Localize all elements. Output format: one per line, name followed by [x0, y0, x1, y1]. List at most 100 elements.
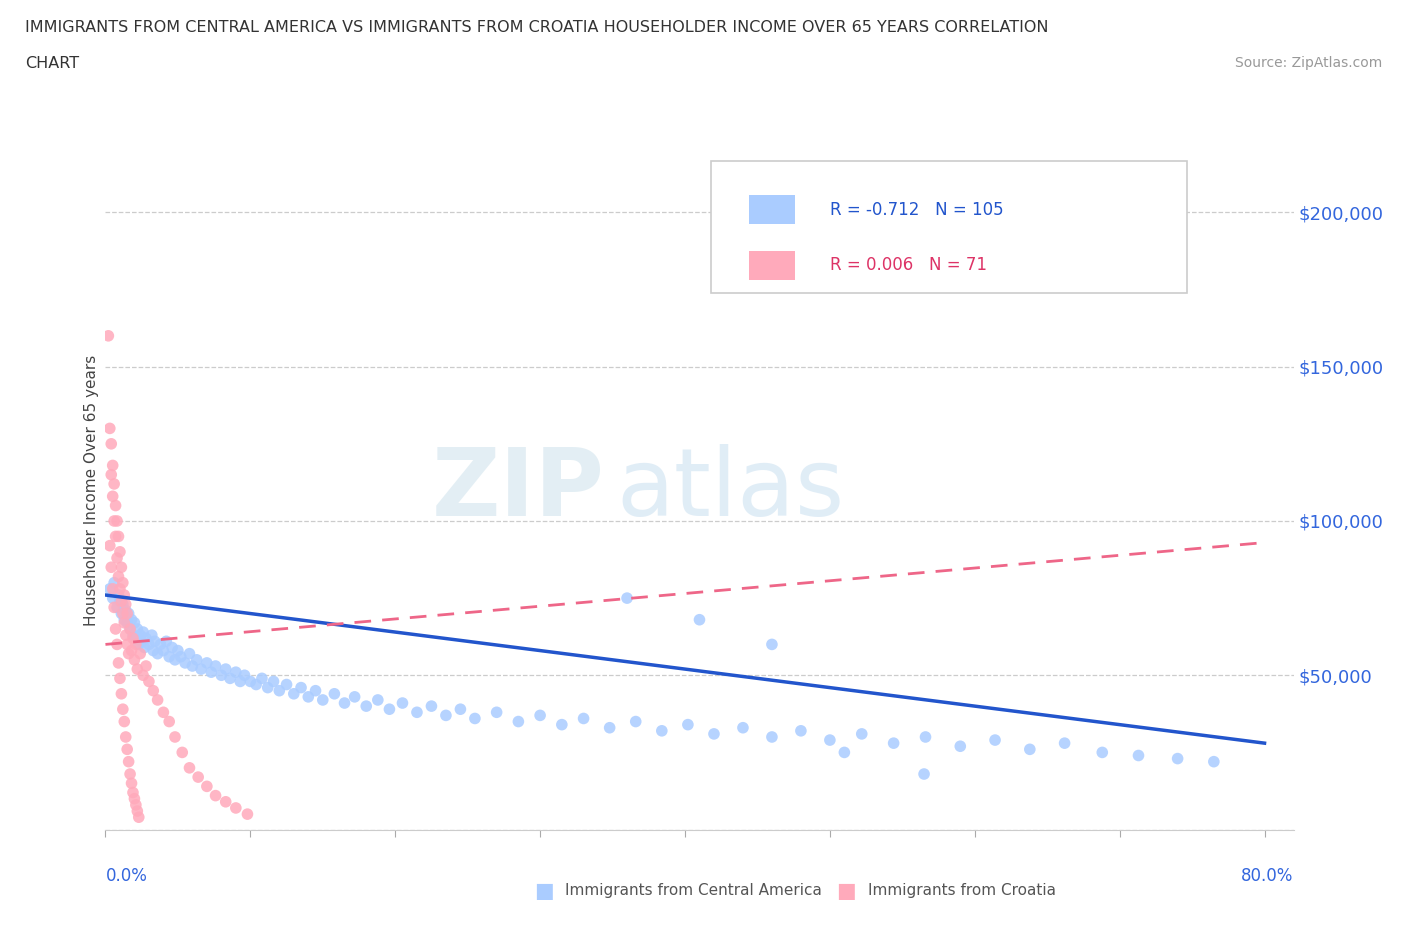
Point	[420, 698, 443, 713]
Point	[651, 724, 673, 738]
Point	[312, 693, 335, 708]
Point	[103, 600, 125, 615]
Point	[121, 644, 143, 658]
Point	[129, 628, 152, 643]
Point	[101, 458, 124, 472]
Point	[134, 640, 156, 655]
Point	[367, 693, 389, 708]
Point	[117, 754, 139, 769]
Point	[157, 649, 180, 664]
Point	[104, 498, 127, 513]
Point	[122, 631, 145, 645]
Point	[120, 621, 142, 636]
Point	[107, 569, 129, 584]
Point	[97, 328, 120, 343]
Point	[225, 665, 247, 680]
Point	[112, 612, 135, 627]
Point	[464, 711, 486, 726]
Point	[135, 631, 157, 645]
Point	[115, 616, 138, 631]
Point	[790, 724, 813, 738]
Point	[187, 770, 209, 785]
Point	[98, 581, 121, 596]
Point	[125, 631, 148, 645]
Point	[138, 674, 160, 689]
Point	[132, 668, 155, 683]
Point	[131, 634, 153, 649]
Point	[112, 616, 135, 631]
Point	[114, 597, 136, 612]
Point	[143, 634, 166, 649]
Point	[703, 726, 725, 741]
Point	[391, 696, 413, 711]
Point	[135, 658, 157, 673]
Point	[761, 637, 783, 652]
Point	[110, 606, 132, 621]
Point	[239, 674, 262, 689]
Point	[167, 644, 190, 658]
Point	[1091, 745, 1114, 760]
Point	[1053, 736, 1076, 751]
Point	[1128, 748, 1150, 763]
Point	[103, 476, 125, 491]
Point	[250, 671, 273, 685]
Point	[107, 529, 129, 544]
Point	[200, 665, 222, 680]
Bar	[749, 251, 794, 280]
Point	[233, 668, 256, 683]
Point	[689, 612, 711, 627]
Y-axis label: Householder Income Over 65 years: Householder Income Over 65 years	[83, 354, 98, 626]
Point	[883, 736, 905, 751]
Point	[204, 658, 226, 673]
Point	[195, 656, 218, 671]
Point	[204, 789, 226, 804]
Text: R = 0.006   N = 71: R = 0.006 N = 71	[830, 257, 987, 274]
Point	[818, 733, 841, 748]
Point	[110, 593, 132, 608]
Point	[449, 702, 471, 717]
Point	[378, 702, 401, 717]
Point	[219, 671, 242, 685]
Point	[229, 674, 252, 689]
Point	[949, 738, 972, 753]
Point	[195, 779, 218, 794]
Text: 80.0%: 80.0%	[1241, 867, 1294, 884]
Point	[114, 729, 136, 744]
Point	[160, 640, 183, 655]
Point	[245, 677, 267, 692]
Point	[236, 806, 259, 821]
Point	[125, 637, 148, 652]
Point	[912, 766, 935, 781]
Point	[163, 653, 186, 668]
Point	[186, 653, 208, 668]
Point	[100, 560, 122, 575]
Point	[103, 513, 125, 528]
Point	[105, 551, 128, 565]
Point	[1202, 754, 1225, 769]
Point	[112, 588, 135, 603]
Point	[276, 677, 298, 692]
Point	[146, 693, 169, 708]
Point	[122, 785, 145, 800]
Point	[142, 644, 165, 658]
Point	[112, 714, 135, 729]
Point	[157, 714, 180, 729]
Point	[114, 628, 136, 643]
Point	[174, 656, 197, 671]
Point	[114, 603, 136, 618]
Point	[155, 634, 177, 649]
Point	[121, 612, 143, 627]
Point	[120, 766, 142, 781]
Text: Immigrants from Central America: Immigrants from Central America	[565, 884, 823, 898]
Bar	[749, 195, 794, 224]
Point	[120, 621, 142, 636]
Point	[108, 593, 131, 608]
Point	[181, 658, 204, 673]
Point	[1018, 742, 1040, 757]
Point	[115, 637, 138, 652]
Point	[149, 637, 172, 652]
Point	[616, 591, 638, 605]
Point	[761, 729, 783, 744]
Point	[98, 538, 121, 553]
Point	[141, 628, 163, 643]
